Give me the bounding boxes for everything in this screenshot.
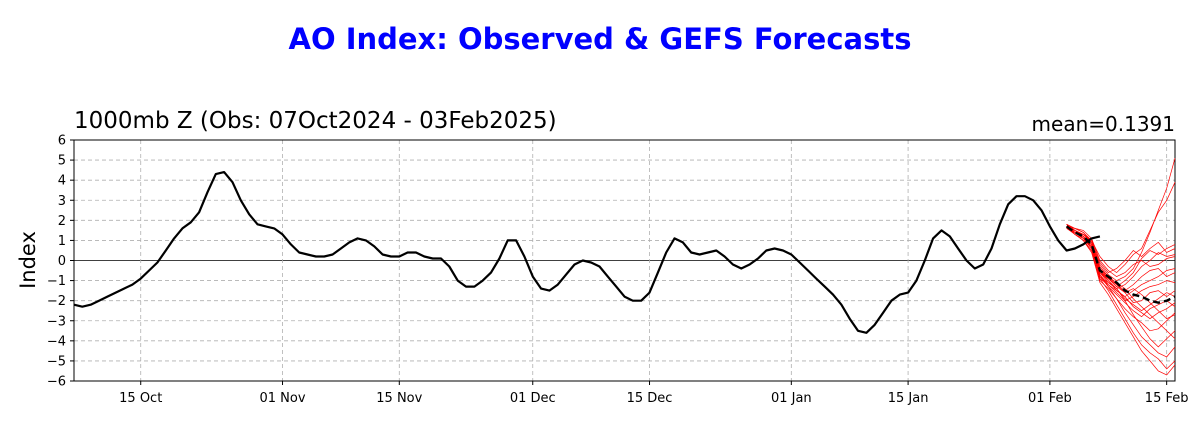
x-tick-label: 15 Dec xyxy=(627,391,673,406)
x-tick-label: 15 Feb xyxy=(1145,391,1189,406)
y-tick-label: 2 xyxy=(58,214,66,229)
plot-frame xyxy=(73,139,1176,382)
ensemble-member-line xyxy=(1066,182,1176,274)
x-tick-label: 01 Jan xyxy=(771,391,812,406)
x-tick-label: 15 Nov xyxy=(376,391,422,406)
observed-line xyxy=(73,171,1101,334)
y-tick-label: 6 xyxy=(58,134,66,149)
y-tick-label: 0 xyxy=(58,254,66,269)
ensemble-member-line xyxy=(1066,226,1176,348)
ensemble-member-line xyxy=(1066,224,1176,288)
chart-subtitle: 1000mb Z (Obs: 07Oct2024 - 03Feb2025) xyxy=(74,108,557,134)
ensemble-member-line xyxy=(1066,223,1176,278)
ensemble-member-line xyxy=(1066,158,1176,282)
y-axis-label: Index xyxy=(16,231,40,289)
plot-layer xyxy=(73,158,1176,376)
ensemble-member-line xyxy=(1066,223,1176,340)
y-tick-label: −5 xyxy=(47,354,66,369)
ensemble-member-line xyxy=(1066,228,1176,274)
grid-layer xyxy=(74,140,1175,381)
y-tick-label: 3 xyxy=(58,194,66,209)
x-tick-label: 01 Dec xyxy=(510,391,556,406)
y-tick-label: −2 xyxy=(47,294,66,309)
y-tick-label: −1 xyxy=(47,274,66,289)
y-tick-label: −4 xyxy=(47,334,66,349)
x-tick-label: 15 Jan xyxy=(888,391,929,406)
x-tick-label: 15 Oct xyxy=(119,391,162,406)
y-tick-label: 5 xyxy=(58,154,66,169)
axis-layer: −6 −5 −4 −3 −2 −1 0 1 2 3 4 5 6 15 Oct 01 Nov 15 Nov 01 … xyxy=(47,134,1189,407)
ensemble-mean-line xyxy=(1065,225,1176,304)
x-tick-label: 01 Feb xyxy=(1028,391,1072,406)
chart-title: AO Index: Observed & GEFS Forecasts xyxy=(288,22,912,56)
y-tick-label: −3 xyxy=(47,314,66,329)
ensemble-member-line xyxy=(1066,226,1176,320)
ensemble-member-line xyxy=(1066,224,1176,358)
mean-label: mean=0.1391 xyxy=(1031,112,1175,136)
y-tick-label: 1 xyxy=(58,234,66,249)
x-tick-label: 01 Nov xyxy=(259,391,305,406)
y-tick-label: −6 xyxy=(47,375,66,390)
y-tick-label: 4 xyxy=(58,174,66,189)
label-layer: Index xyxy=(16,231,40,289)
